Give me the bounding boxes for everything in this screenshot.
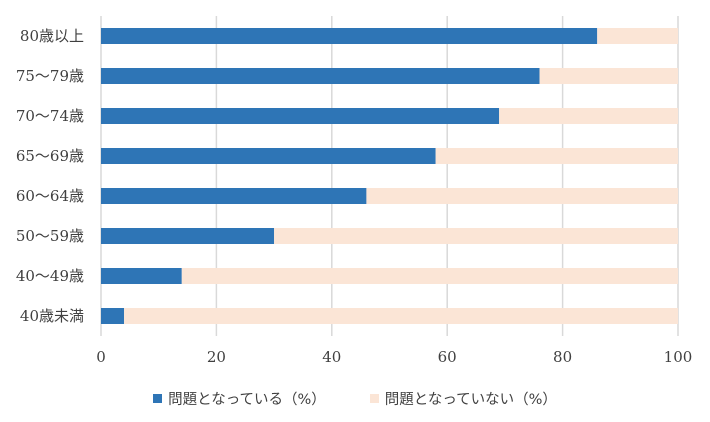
bar-2-80歳以上 — [597, 28, 678, 44]
x-tick-label-0: 0 — [96, 348, 106, 366]
bar-2-40～49歳 — [181, 268, 678, 284]
legend-label-series-2: 問題となっていない（%） — [384, 391, 557, 408]
x-tick-labels: 0 20 40 60 80 100 — [96, 348, 692, 366]
legend-item-series-2: 問題となっていない（%） — [369, 388, 557, 409]
category-labels: 80歳以上 75～79歳 70～74歳 65～69歳 60～64歳 50～59歳 40～49… — [16, 27, 84, 325]
bar-2-70～74歳 — [499, 108, 678, 124]
category-label: 60～64歳 — [16, 187, 84, 205]
legend-swatch-series-1 — [153, 393, 163, 403]
bar-2-65～69歳 — [435, 148, 678, 164]
bar-1-40～49歳 — [101, 268, 182, 284]
category-label: 65～69歳 — [16, 147, 84, 165]
legend: 問題となっている（%） 問題となっていない（%） — [0, 383, 710, 413]
bar-2-40歳未満 — [124, 308, 678, 324]
bar-1-60～64歳 — [101, 188, 367, 204]
x-tick-label-40: 40 — [322, 348, 341, 366]
category-label: 75～79歳 — [16, 67, 84, 85]
bar-1-75～79歳 — [101, 68, 540, 84]
category-label: 70～74歳 — [16, 107, 84, 125]
bar-1-50～59歳 — [101, 228, 275, 244]
bar-1-40歳未満 — [101, 308, 125, 324]
x-tick-label-80: 80 — [553, 348, 572, 366]
legend-swatch-series-2 — [369, 393, 379, 403]
category-label: 40歳未満 — [20, 307, 84, 325]
bar-1-65～69歳 — [101, 148, 436, 164]
legend-item-series-1: 問題となっている（%） — [153, 388, 326, 409]
bars — [101, 28, 678, 324]
x-tick-label-20: 20 — [207, 348, 226, 366]
bar-2-60～64歳 — [366, 188, 678, 204]
bar-1-80歳以上 — [101, 28, 598, 44]
gridlines — [100, 16, 679, 336]
category-label: 40～49歳 — [16, 267, 84, 285]
x-tick-label-100: 100 — [664, 348, 693, 366]
category-label: 50～59歳 — [16, 227, 84, 245]
x-tick-label-60: 60 — [438, 348, 457, 366]
bar-2-75～79歳 — [539, 68, 678, 84]
legend-label-series-1: 問題となっている（%） — [168, 391, 326, 408]
bar-2-50～59歳 — [274, 228, 678, 244]
category-label: 80歳以上 — [20, 27, 84, 45]
bar-1-70～74歳 — [101, 108, 500, 124]
